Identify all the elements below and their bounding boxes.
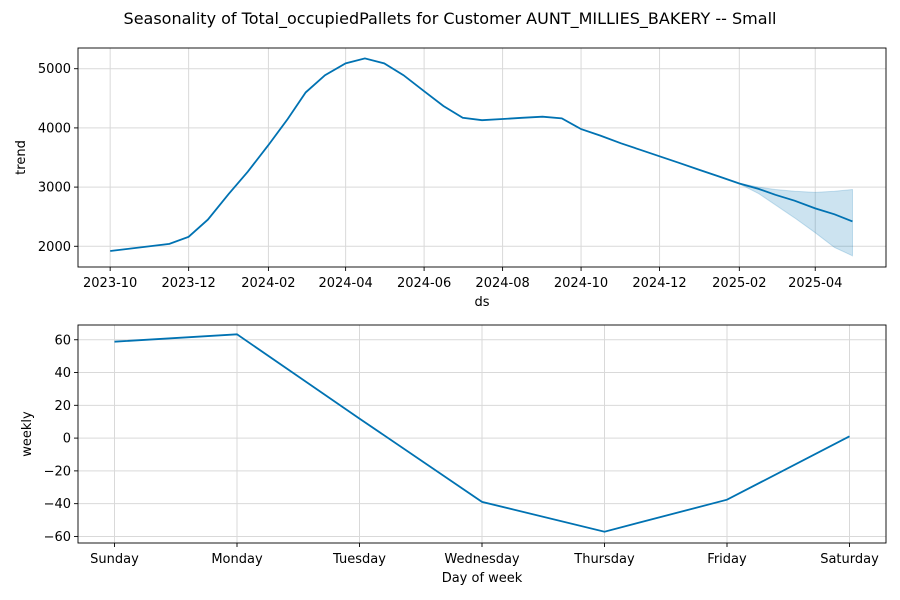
weekly-y-tick-label: 60 (54, 333, 71, 348)
weekly-y-ticks: −60 −40 −20 0 20 40 60 (44, 333, 78, 545)
weekly-y-tick-label: 0 (63, 432, 71, 447)
weekly-x-tick-label: Sunday (90, 552, 139, 567)
trend-x-tick-label: 2025-04 (788, 276, 842, 291)
figure-title: Seasonality of Total_occupiedPallets for… (123, 9, 777, 28)
trend-x-tick-label: 2024-02 (241, 276, 295, 291)
trend-x-ticks: 2023-10 2023-12 2024-02 2024-04 2024-06 2024-… (83, 267, 842, 291)
weekly-y-tick-label: 20 (54, 399, 71, 414)
weekly-x-tick-label: Saturday (820, 552, 879, 567)
trend-y-tick-label: 2000 (38, 240, 71, 255)
trend-x-axis-label: ds (474, 295, 489, 310)
weekly-x-axis-label: Day of week (442, 571, 523, 586)
trend-y-axis-label: trend (14, 140, 29, 175)
weekly-x-tick-label: Wednesday (444, 552, 520, 567)
trend-y-tick-label: 4000 (38, 121, 71, 136)
weekly-grid (78, 325, 886, 543)
weekly-y-axis-label: weekly (20, 411, 35, 457)
weekly-y-tick-label: 40 (54, 366, 71, 381)
trend-y-tick-label: 3000 (38, 181, 71, 196)
weekly-subplot: Sunday Monday Tuesday Wednesday Thursday Frid… (20, 324, 887, 586)
trend-x-tick-label: 2024-04 (318, 276, 372, 291)
trend-grid (78, 48, 886, 267)
weekly-y-tick-label: −60 (44, 530, 71, 545)
trend-x-tick-label: 2024-10 (554, 276, 608, 291)
trend-x-tick-label: 2024-08 (475, 276, 529, 291)
weekly-y-tick-label: −40 (44, 497, 71, 512)
trend-x-tick-label: 2025-02 (712, 276, 766, 291)
trend-y-tick-label: 5000 (38, 62, 71, 77)
trend-x-tick-label: 2024-12 (632, 276, 686, 291)
weekly-x-tick-label: Tuesday (332, 552, 386, 567)
trend-subplot: 2023-10 2023-12 2024-02 2024-04 2024-06 2024-… (14, 47, 887, 310)
weekly-y-tick-label: −20 (44, 464, 71, 479)
trend-x-tick-label: 2023-12 (161, 276, 215, 291)
trend-line (110, 57, 853, 252)
weekly-x-tick-label: Friday (707, 552, 747, 567)
weekly-x-tick-label: Thursday (573, 552, 635, 567)
trend-uncertainty-band (738, 182, 853, 257)
weekly-x-tick-label: Monday (211, 552, 263, 567)
trend-x-tick-label: 2024-06 (397, 276, 451, 291)
weekly-line (114, 333, 850, 533)
trend-x-tick-label: 2023-10 (83, 276, 137, 291)
trend-plot-frame (77, 47, 887, 268)
weekly-x-ticks: Sunday Monday Tuesday Wednesday Thursday Frid… (90, 543, 879, 567)
trend-y-ticks: 2000 3000 4000 5000 (38, 62, 78, 255)
